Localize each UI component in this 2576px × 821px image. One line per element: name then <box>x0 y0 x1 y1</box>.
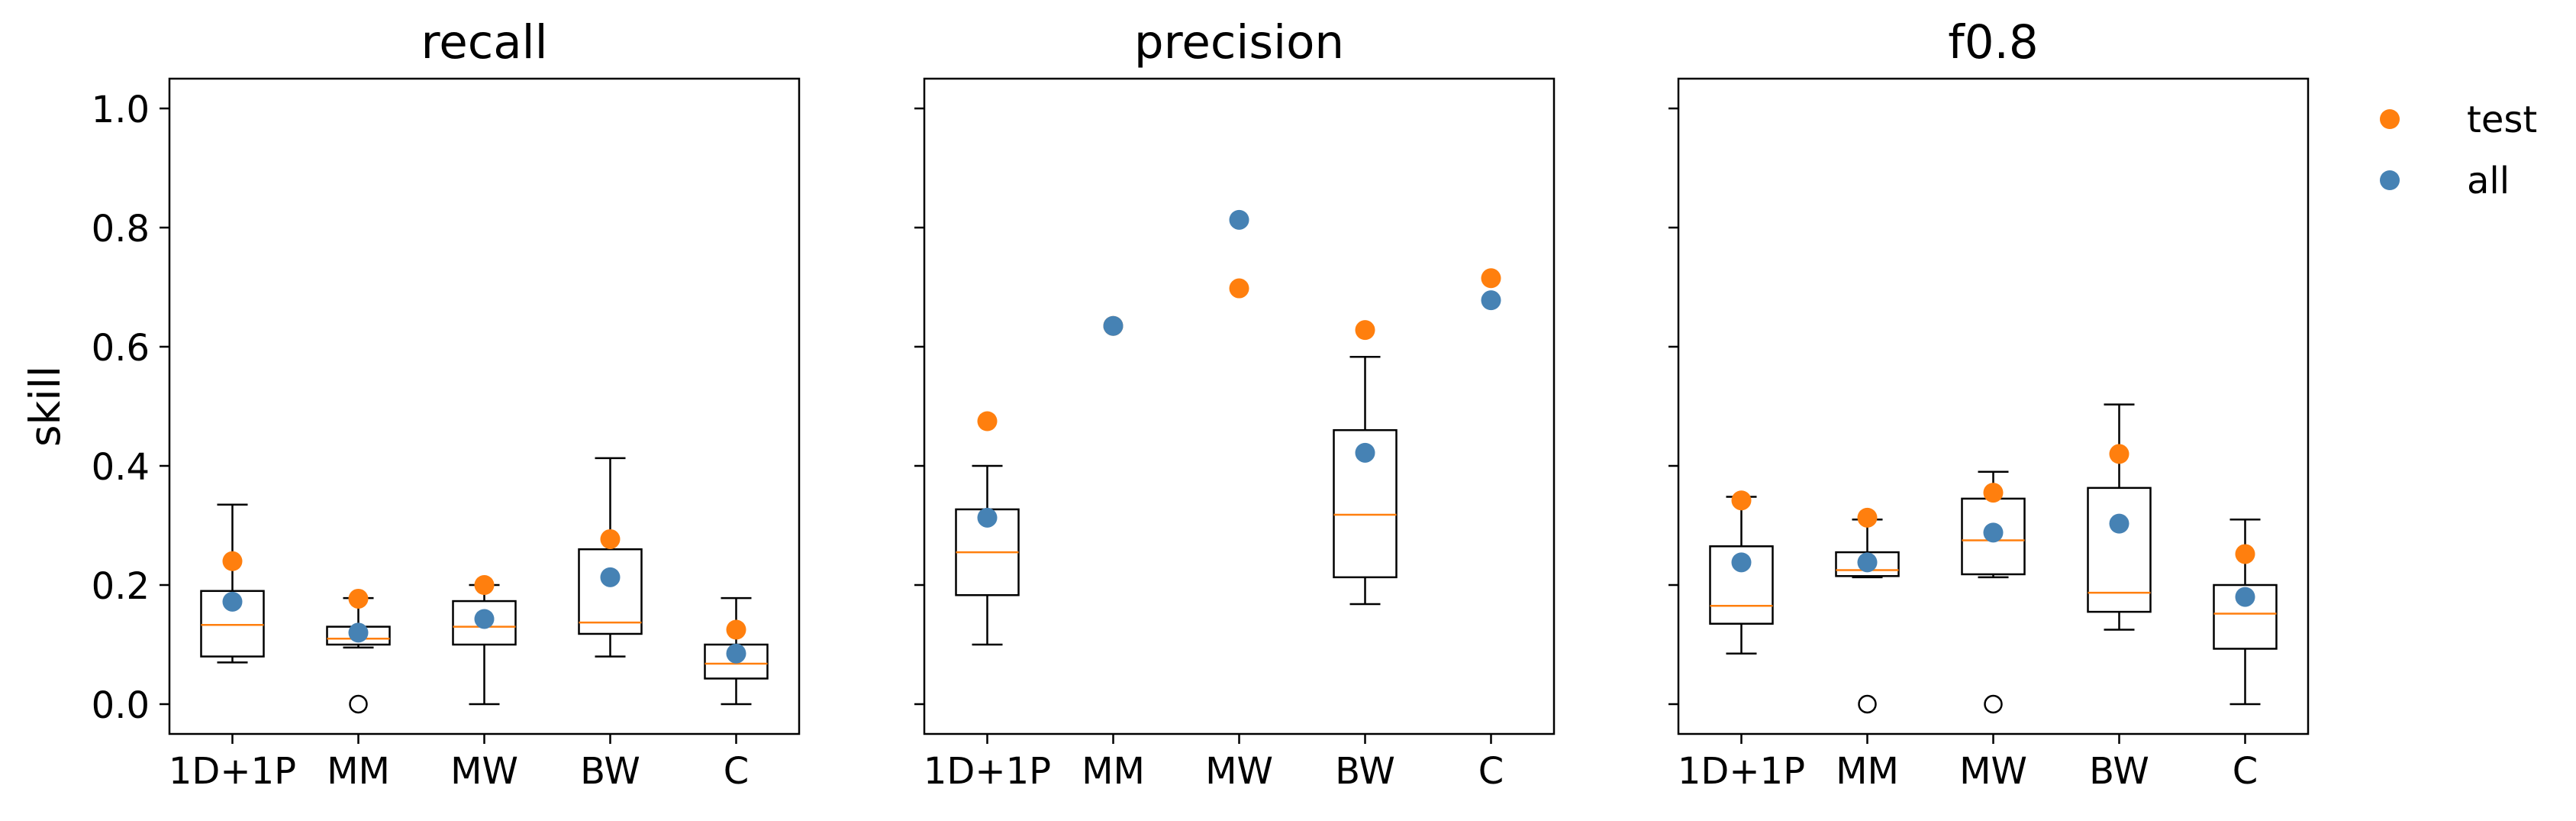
all-point <box>977 507 998 528</box>
panel-title-precision: precision <box>1134 15 1344 69</box>
x-tick-label: BW <box>1335 750 1395 793</box>
all-point <box>600 567 621 587</box>
y-axis-label: skill <box>21 366 69 447</box>
test-point <box>600 528 621 549</box>
test-point <box>348 588 369 609</box>
all-point <box>1355 442 1375 463</box>
y-tick-label: 0.0 <box>92 684 150 727</box>
x-tick-label: 1D+1P <box>1678 750 1805 793</box>
box-iqr <box>2087 486 2152 613</box>
outlier-point <box>1984 694 2003 714</box>
all-point <box>1481 290 1501 311</box>
all-point <box>1731 552 1752 573</box>
box-iqr <box>1333 428 1398 579</box>
all-point <box>1103 315 1124 336</box>
x-tick-label: C <box>1478 750 1504 793</box>
test-point <box>977 411 998 432</box>
box-iqr <box>452 600 517 646</box>
y-tick-label: 0.8 <box>92 208 150 251</box>
test-point <box>1355 320 1375 341</box>
x-tick-label: 1D+1P <box>924 750 1051 793</box>
x-tick-label: BW <box>580 750 640 793</box>
test-point <box>2235 544 2255 564</box>
x-tick-label: MW <box>450 750 518 793</box>
test-point <box>1229 278 1249 299</box>
x-tick-label: MW <box>1959 750 2027 793</box>
x-tick-label: C <box>724 750 750 793</box>
x-tick-label: 1D+1P <box>169 750 296 793</box>
y-tick-label: 0.2 <box>92 565 150 608</box>
box-iqr <box>2213 583 2278 650</box>
x-tick-label: MM <box>1082 750 1145 793</box>
legend-label-all: all <box>2467 160 2510 202</box>
box-iqr <box>1835 551 1900 577</box>
test-point <box>474 575 495 595</box>
x-tick-label: MM <box>1836 750 1899 793</box>
all-point <box>348 622 369 643</box>
plot-frame-1 <box>923 77 1556 735</box>
all-point <box>222 591 243 612</box>
all-point <box>2235 587 2255 607</box>
legend-label-test: test <box>2467 99 2537 141</box>
x-tick-label: BW <box>2089 750 2149 793</box>
outlier-point <box>1858 694 1877 714</box>
all-point <box>1983 522 2004 543</box>
x-tick-label: C <box>2233 750 2258 793</box>
test-point <box>726 619 746 640</box>
panel-title-f0.8: f0.8 <box>1948 15 2039 69</box>
test-point <box>2109 444 2129 464</box>
legend-marker-all <box>2380 170 2400 190</box>
panel-title-recall: recall <box>421 15 547 69</box>
box-iqr <box>578 548 643 635</box>
test-point <box>1481 268 1501 289</box>
all-point <box>726 643 746 664</box>
all-point <box>1857 552 1878 573</box>
box-iqr <box>200 590 265 658</box>
y-tick-label: 1.0 <box>92 89 150 131</box>
x-tick-label: MM <box>327 750 390 793</box>
all-point <box>2109 513 2129 534</box>
test-point <box>1857 507 1878 528</box>
all-point <box>1229 209 1249 230</box>
test-point <box>1731 490 1752 511</box>
box-iqr <box>1709 545 1774 625</box>
test-point <box>1983 483 2004 503</box>
all-point <box>474 609 495 629</box>
legend-marker-test <box>2380 109 2400 129</box>
test-point <box>222 551 243 571</box>
y-tick-label: 0.4 <box>92 446 150 489</box>
outlier-point <box>349 694 368 714</box>
y-tick-label: 0.6 <box>92 327 150 370</box>
x-tick-label: MW <box>1205 750 1273 793</box>
